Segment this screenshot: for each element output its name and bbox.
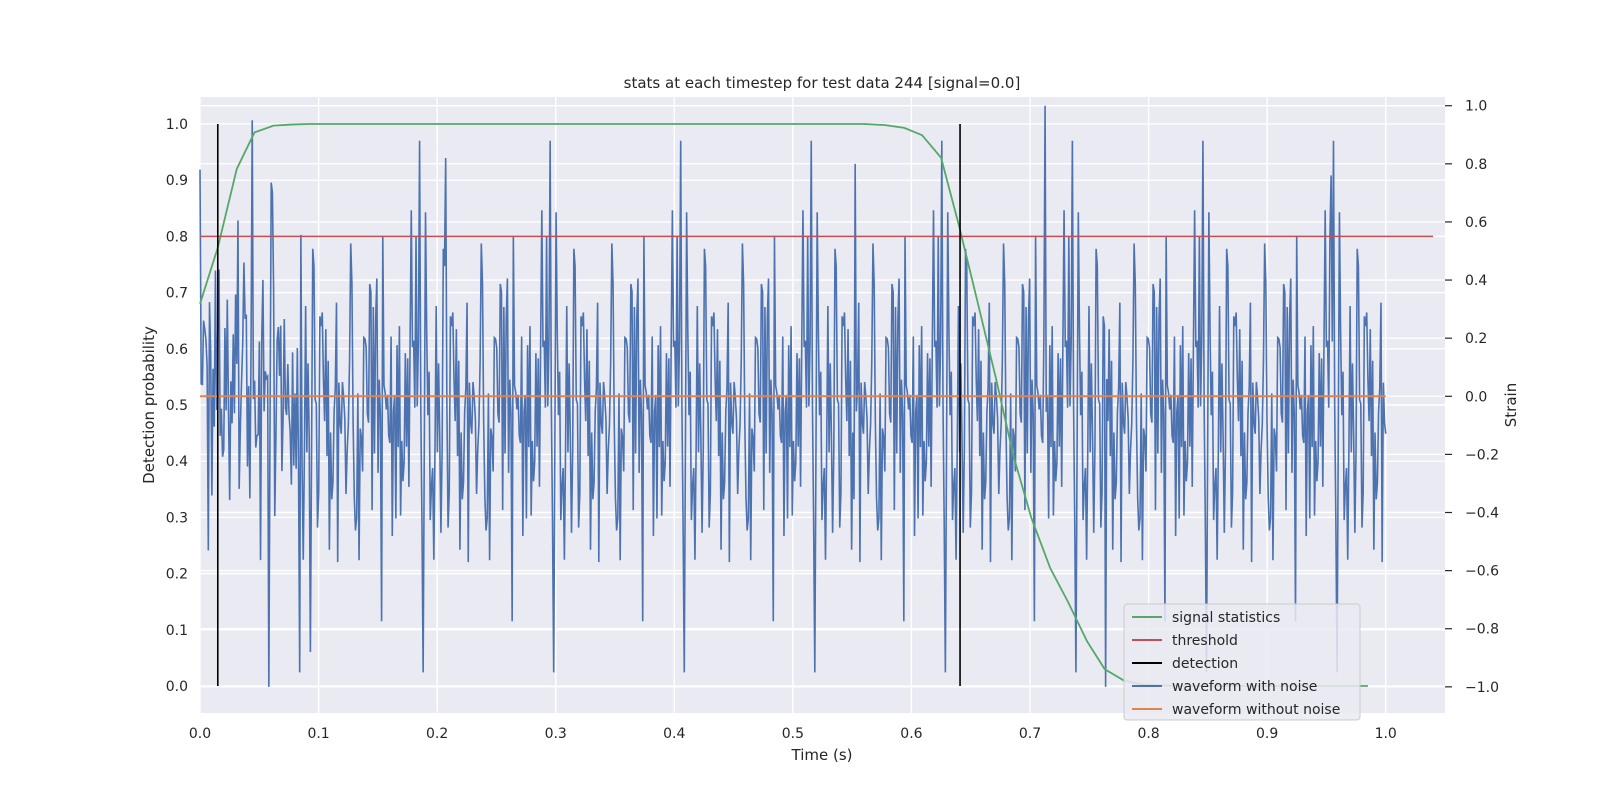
legend-label: waveform with noise: [1172, 679, 1317, 695]
y2-tick-label: 0.8: [1465, 157, 1487, 173]
y2-tick-label: −0.8: [1465, 622, 1499, 638]
y-tick-label: 0.4: [166, 454, 188, 470]
legend-label: detection: [1172, 656, 1238, 672]
x-tick-label: 0.4: [663, 726, 685, 742]
x-tick-label: 0.6: [900, 726, 922, 742]
x-tick-label: 0.9: [1256, 726, 1278, 742]
chart-title: stats at each timestep for test data 244…: [624, 74, 1021, 92]
y-tick-label: 0.6: [166, 342, 188, 358]
x-tick-label: 0.8: [1137, 726, 1159, 742]
legend-label: signal statistics: [1172, 610, 1280, 626]
x-axis-label: Time (s): [791, 746, 853, 764]
y-tick-label: 0.3: [166, 510, 188, 526]
x-tick-label: 0.0: [189, 726, 211, 742]
y-tick-label: 0.8: [166, 229, 188, 245]
x-tick-label: 0.2: [426, 726, 448, 742]
y2-tick-label: 0.0: [1465, 389, 1487, 405]
y-tick-label: 0.0: [166, 679, 188, 695]
y2-tick-label: 0.4: [1465, 273, 1487, 289]
legend-label: waveform without noise: [1172, 702, 1340, 718]
y-tick-label: 1.0: [166, 117, 188, 133]
y2-tick-label: −0.4: [1465, 506, 1499, 522]
y-axis-label: Detection probability: [140, 326, 158, 484]
y-tick-label: 0.9: [166, 173, 188, 189]
legend-box: [1123, 603, 1361, 721]
y-tick-label: 0.2: [166, 567, 188, 583]
y2-tick-label: 0.2: [1465, 331, 1487, 347]
y2-tick-label: −0.2: [1465, 447, 1499, 463]
legend: signal statistics threshold detection wavef…: [1123, 603, 1361, 721]
legend-label: threshold: [1172, 633, 1238, 649]
x-tick-label: 0.7: [1019, 726, 1041, 742]
y2-tick-label: −0.6: [1465, 564, 1499, 580]
y2-tick-label: 1.0: [1465, 99, 1487, 115]
axes-layer: 0.0 0.1 0.2 0.3 0.4 0.5 0.6 0.7 0.8 0.9 1.0 0.0 0.1 0…: [166, 99, 1499, 742]
y-tick-label: 0.5: [166, 398, 188, 414]
y-tick-label: 0.1: [166, 623, 188, 639]
y2-axis-label: Strain: [1502, 383, 1520, 427]
y-tick-label: 0.7: [166, 286, 188, 302]
x-tick-label: 0.5: [782, 726, 804, 742]
x-tick-label: 1.0: [1375, 726, 1397, 742]
y2-tick-label: −1.0: [1465, 680, 1499, 696]
x-tick-label: 0.3: [545, 726, 567, 742]
y2-tick-label: 0.6: [1465, 215, 1487, 231]
x-tick-label: 0.1: [307, 726, 329, 742]
